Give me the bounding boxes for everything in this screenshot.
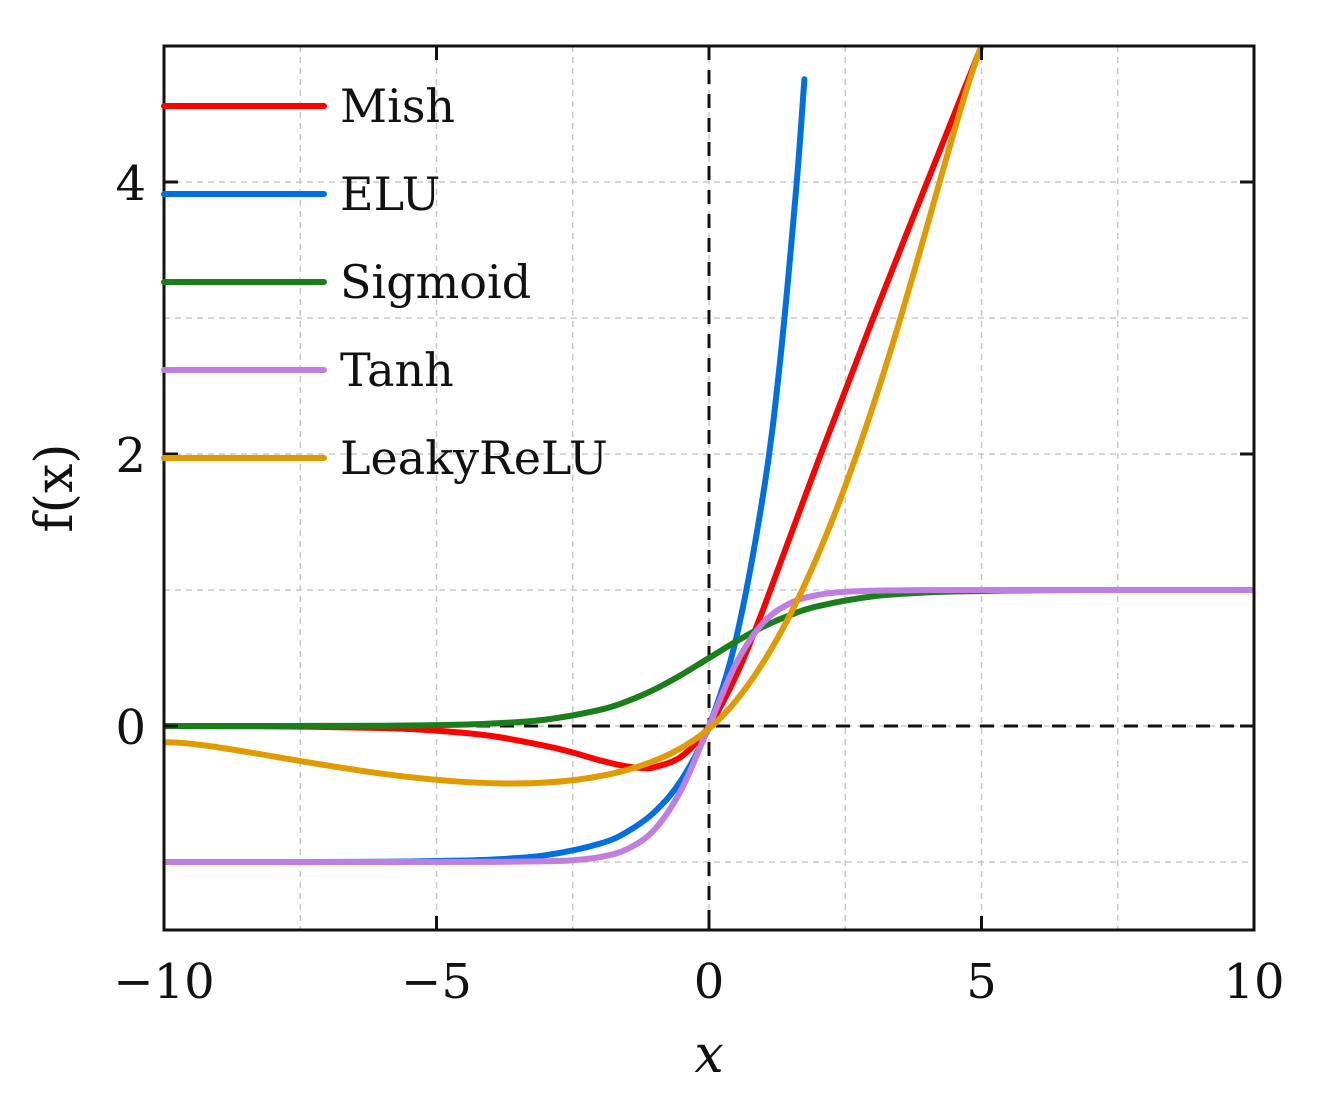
axis-ticks: −10 −5 0 5 10 0 2 4 xyxy=(113,46,1285,1010)
legend-label-sigmoid: Sigmoid xyxy=(340,255,531,309)
legend-label-tanh: Tanh xyxy=(340,343,454,397)
series-lines xyxy=(164,46,1254,866)
legend: Mish ELU Sigmoid Tanh LeakyReLU xyxy=(161,79,608,485)
y-tick-label: 2 xyxy=(115,428,146,484)
x-axis-title: x xyxy=(694,1025,723,1085)
x-tick-label: 5 xyxy=(966,954,997,1010)
x-tick-label: −5 xyxy=(401,954,472,1010)
y-tick-label: 0 xyxy=(115,700,146,756)
legend-label-leakyrelu: LeakyReLU xyxy=(340,431,608,485)
series-line-mish xyxy=(164,46,985,772)
series-line-leakyrelu xyxy=(164,46,985,787)
x-tick-label: 10 xyxy=(1223,954,1284,1010)
x-tick-label: −10 xyxy=(113,954,214,1010)
x-tick-label: 0 xyxy=(694,954,725,1010)
legend-label-mish: Mish xyxy=(340,79,455,133)
reference-lines xyxy=(164,46,1254,930)
series-line-sigmoid xyxy=(164,587,1094,730)
y-tick-label: 4 xyxy=(115,156,146,212)
legend-label-elu: ELU xyxy=(340,167,440,221)
y-axis-title: f(x) xyxy=(25,443,85,532)
